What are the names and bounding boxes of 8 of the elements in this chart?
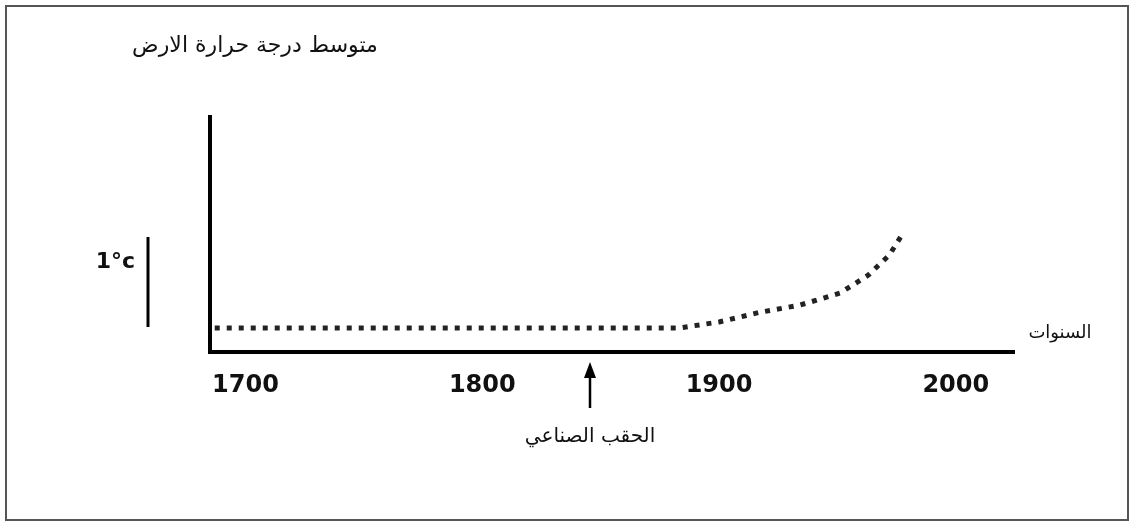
text: الحقب الصناعي bbox=[524, 423, 656, 448]
text: 1°c bbox=[95, 248, 135, 273]
x-tick-label: 1800 bbox=[448, 370, 516, 398]
x-tick-label: 1700 bbox=[212, 370, 279, 398]
x-axis-title: السنوات bbox=[1028, 321, 1092, 343]
chart-title: متوسط درجة حرارة الارض bbox=[132, 32, 378, 58]
x-tick-label: 2000 bbox=[922, 370, 990, 398]
x-tick-label: 1900 bbox=[685, 370, 753, 398]
